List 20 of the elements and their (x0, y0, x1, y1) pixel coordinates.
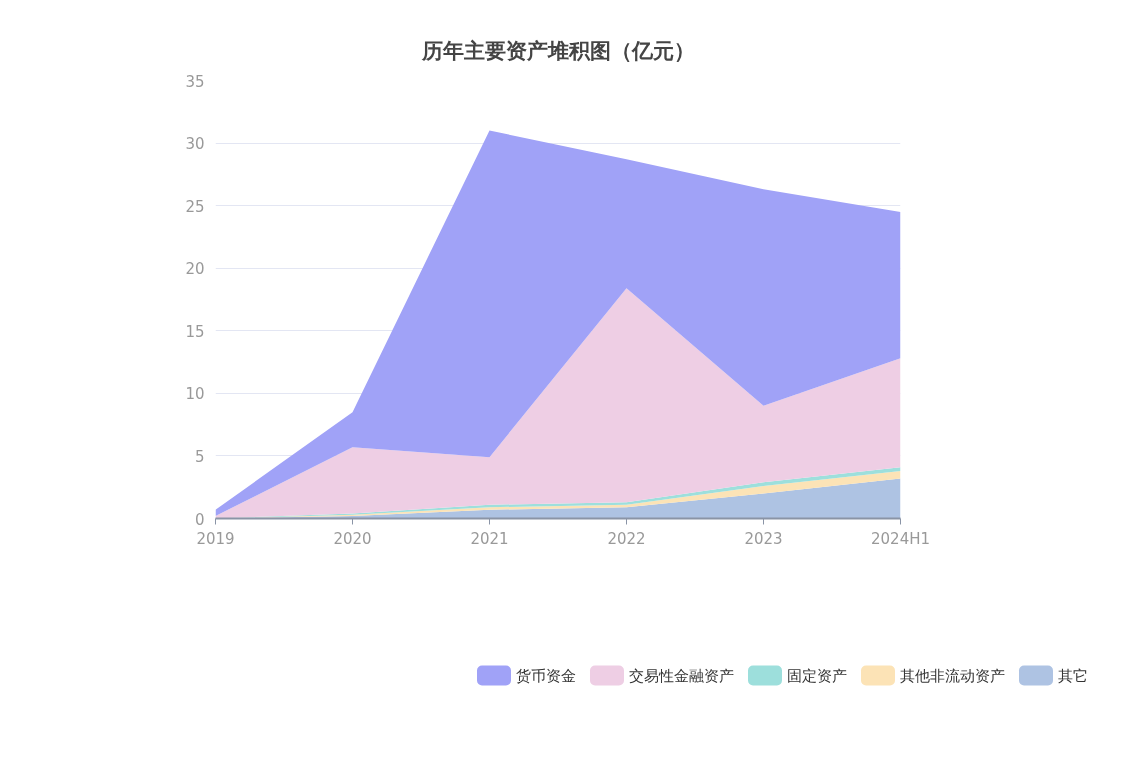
legend-label: 其他非流动资产 (900, 666, 1005, 685)
y-tick-label: 10 (185, 385, 205, 404)
y-tick-label: 15 (185, 322, 205, 341)
y-tick-label: 0 (194, 510, 205, 529)
x-tick-label: 2021 (470, 529, 509, 548)
x-tick-label: 2024H1 (871, 529, 930, 548)
y-tick-label: 5 (194, 447, 205, 466)
legend-label: 货币资金 (516, 666, 576, 685)
legend-label: 其它 (1058, 666, 1088, 685)
x-tick-label: 2019 (196, 529, 235, 548)
x-tick-label: 2020 (333, 529, 372, 548)
y-tick-label: 20 (185, 260, 205, 279)
chart-title: 历年主要资产堆积图（亿元） (420, 38, 695, 63)
x-tick-label: 2022 (607, 529, 646, 548)
legend-label: 交易性金融资产 (629, 666, 734, 685)
y-tick-label: 35 (185, 72, 205, 91)
legend-label: 固定资产 (787, 666, 847, 685)
x-tick-label: 2023 (744, 529, 783, 548)
y-tick-label: 30 (185, 135, 205, 154)
y-tick-label: 25 (185, 197, 205, 216)
